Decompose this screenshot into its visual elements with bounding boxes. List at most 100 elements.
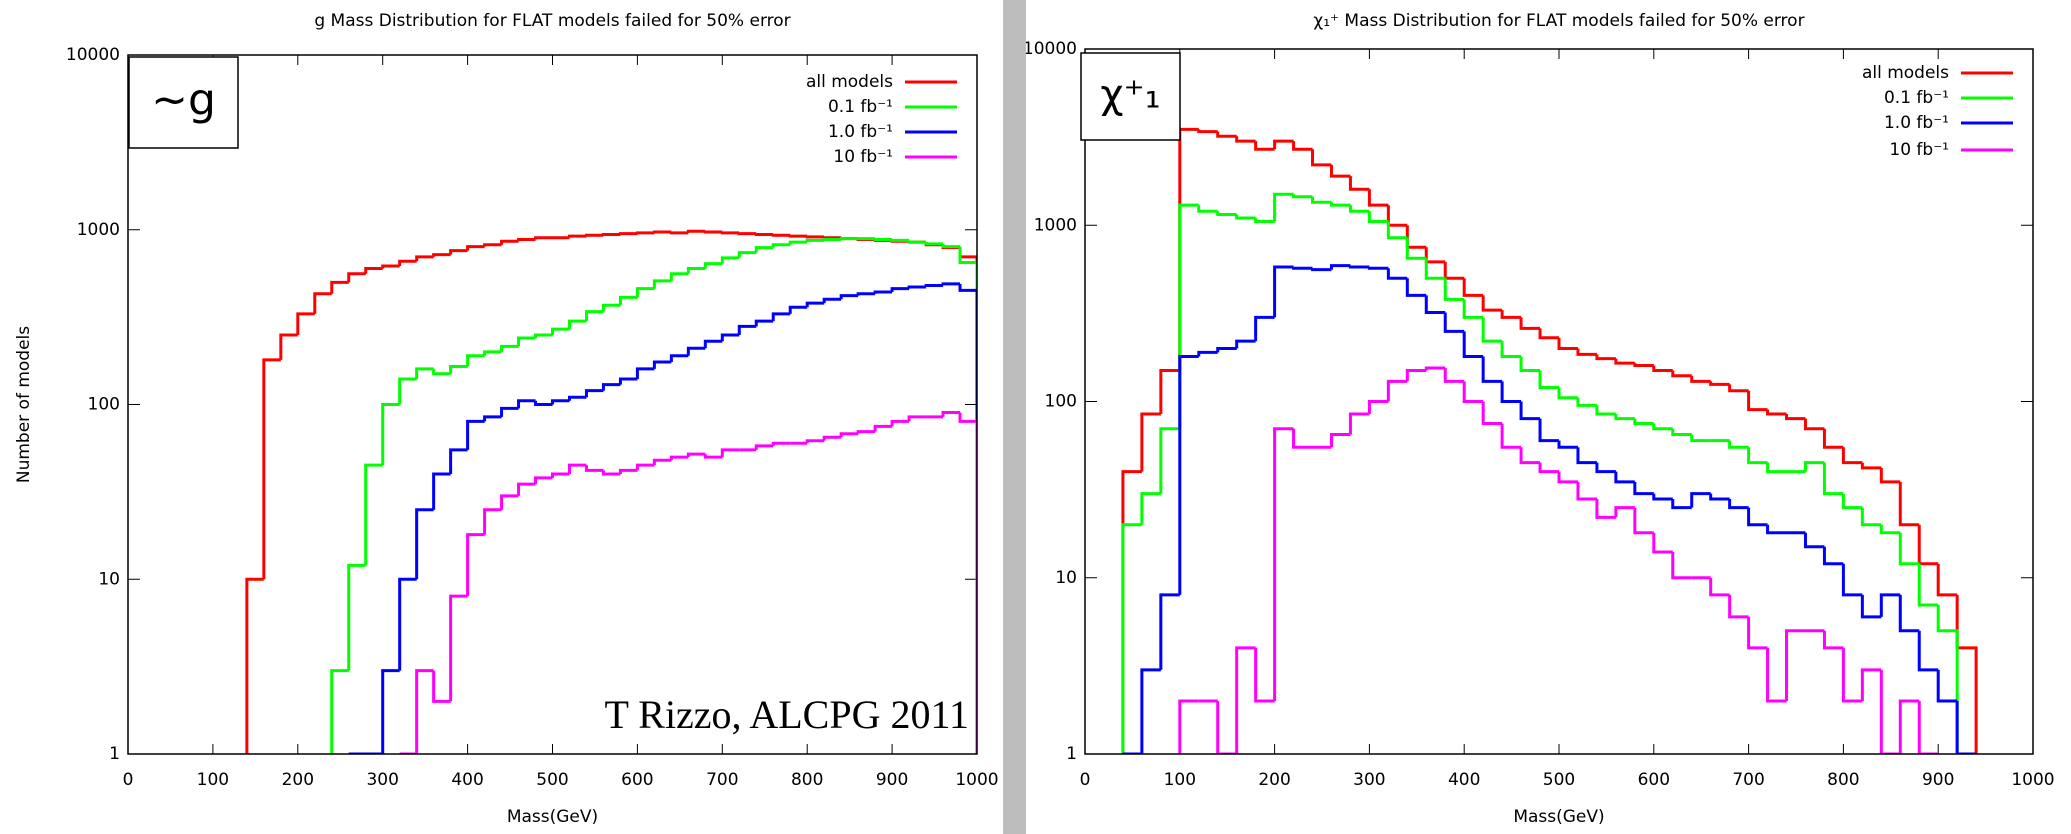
histogram-step [381, 403, 400, 466]
histogram-step [1822, 462, 1844, 496]
histogram-step [1159, 593, 1180, 670]
histogram-step [1121, 470, 1142, 754]
histogram-step [1785, 413, 1806, 421]
y-tick-label: 10 [1055, 568, 1077, 588]
histogram-step [1519, 447, 1541, 465]
histogram-step [1633, 481, 1654, 496]
histogram-step [1386, 379, 1408, 402]
histogram-step [754, 246, 774, 253]
histogram-step [1462, 299, 1484, 319]
histogram-step [1500, 381, 1522, 403]
x-tick-label: 800 [1827, 770, 1859, 790]
histogram-step [703, 339, 723, 349]
histogram-step [398, 259, 417, 267]
histogram-step [347, 563, 366, 671]
histogram-step [1860, 594, 1882, 619]
x-tick-label: 0 [123, 770, 134, 790]
histogram-step [669, 231, 689, 235]
histogram-step [822, 297, 842, 304]
histogram-step [1557, 337, 1578, 350]
histogram-step [1481, 401, 1503, 426]
histogram-step [1747, 390, 1768, 412]
histogram-step [1538, 418, 1559, 443]
histogram-step [1557, 387, 1578, 400]
histogram-step [822, 236, 842, 240]
histogram-step [1348, 176, 1370, 191]
histogram-step [1879, 669, 1901, 754]
x-tick-label: 1000 [955, 770, 998, 790]
histogram-step [1841, 447, 1863, 465]
histogram-step [771, 441, 791, 446]
histogram-step [432, 472, 451, 510]
histogram-step [1311, 268, 1332, 272]
histogram-step [415, 508, 434, 580]
histogram-step [1766, 524, 1787, 535]
histogram-step [1273, 192, 1294, 222]
histogram-step [449, 364, 468, 374]
histogram-step [856, 430, 876, 434]
histogram-step [618, 468, 638, 475]
histogram-step [1822, 630, 1844, 650]
histogram-step [669, 272, 689, 281]
histogram-step [873, 237, 893, 241]
histogram-step [839, 294, 859, 300]
histogram-step [1159, 427, 1180, 494]
histogram-step [1595, 462, 1616, 474]
histogram-step [1254, 315, 1275, 342]
histogram-step [584, 233, 604, 237]
histogram-step [432, 368, 451, 376]
histogram-step [1879, 593, 1901, 617]
histogram-step [805, 439, 825, 444]
histogram-step [618, 295, 638, 306]
histogram-step [788, 305, 808, 314]
histogram-step [364, 267, 383, 274]
histogram-step [466, 533, 485, 597]
x-tick-label: 100 [1164, 770, 1196, 790]
x-tick-label: 900 [876, 770, 908, 790]
histogram-step [1633, 363, 1654, 368]
histogram-step [1292, 428, 1313, 449]
plot-frame [127, 54, 978, 755]
histogram-step [330, 280, 349, 294]
histogram-step [1652, 365, 1673, 372]
histogram-step [890, 238, 910, 242]
histogram-step [415, 255, 434, 262]
histogram-step [1917, 630, 1939, 672]
histogram-step [1367, 211, 1389, 224]
x-tick-label: 1000 [2011, 770, 2054, 790]
histogram-step [1728, 440, 1749, 449]
histogram-step [635, 367, 655, 379]
histogram-step [262, 358, 281, 580]
histogram-step [788, 240, 808, 245]
x-axis-label: Mass(GeV) [1513, 807, 1604, 827]
histogram-step [1348, 412, 1370, 435]
histogram-step [754, 232, 774, 236]
histogram-step [1197, 350, 1218, 357]
y-tick-label: 10000 [66, 45, 120, 65]
x-tick-label: 400 [451, 770, 483, 790]
histogram-step [1329, 264, 1351, 270]
histogram-step [1443, 312, 1465, 333]
histogram-step [1348, 265, 1370, 269]
histogram-step [1500, 423, 1522, 449]
y-tick-label: 100 [88, 395, 120, 415]
histogram-step [1671, 498, 1692, 510]
histogram-step [1405, 237, 1427, 260]
histogram-step [1159, 368, 1180, 414]
histogram-step [1424, 258, 1446, 280]
histogram-step [1898, 699, 1920, 754]
histogram-step [737, 251, 757, 258]
histogram-step [635, 287, 655, 298]
y-tick-label: 1000 [1034, 215, 1077, 235]
histogram-step [958, 283, 977, 754]
histogram-step [601, 232, 621, 236]
histogram-step [466, 354, 485, 367]
histogram-step [432, 670, 451, 703]
histogram-step [1803, 418, 1825, 431]
histogram-step [856, 292, 876, 296]
histogram-step [873, 290, 893, 294]
histogram-step [652, 230, 672, 234]
histogram-step [805, 238, 825, 243]
histogram-step [330, 669, 349, 754]
histogram-step [635, 231, 655, 235]
